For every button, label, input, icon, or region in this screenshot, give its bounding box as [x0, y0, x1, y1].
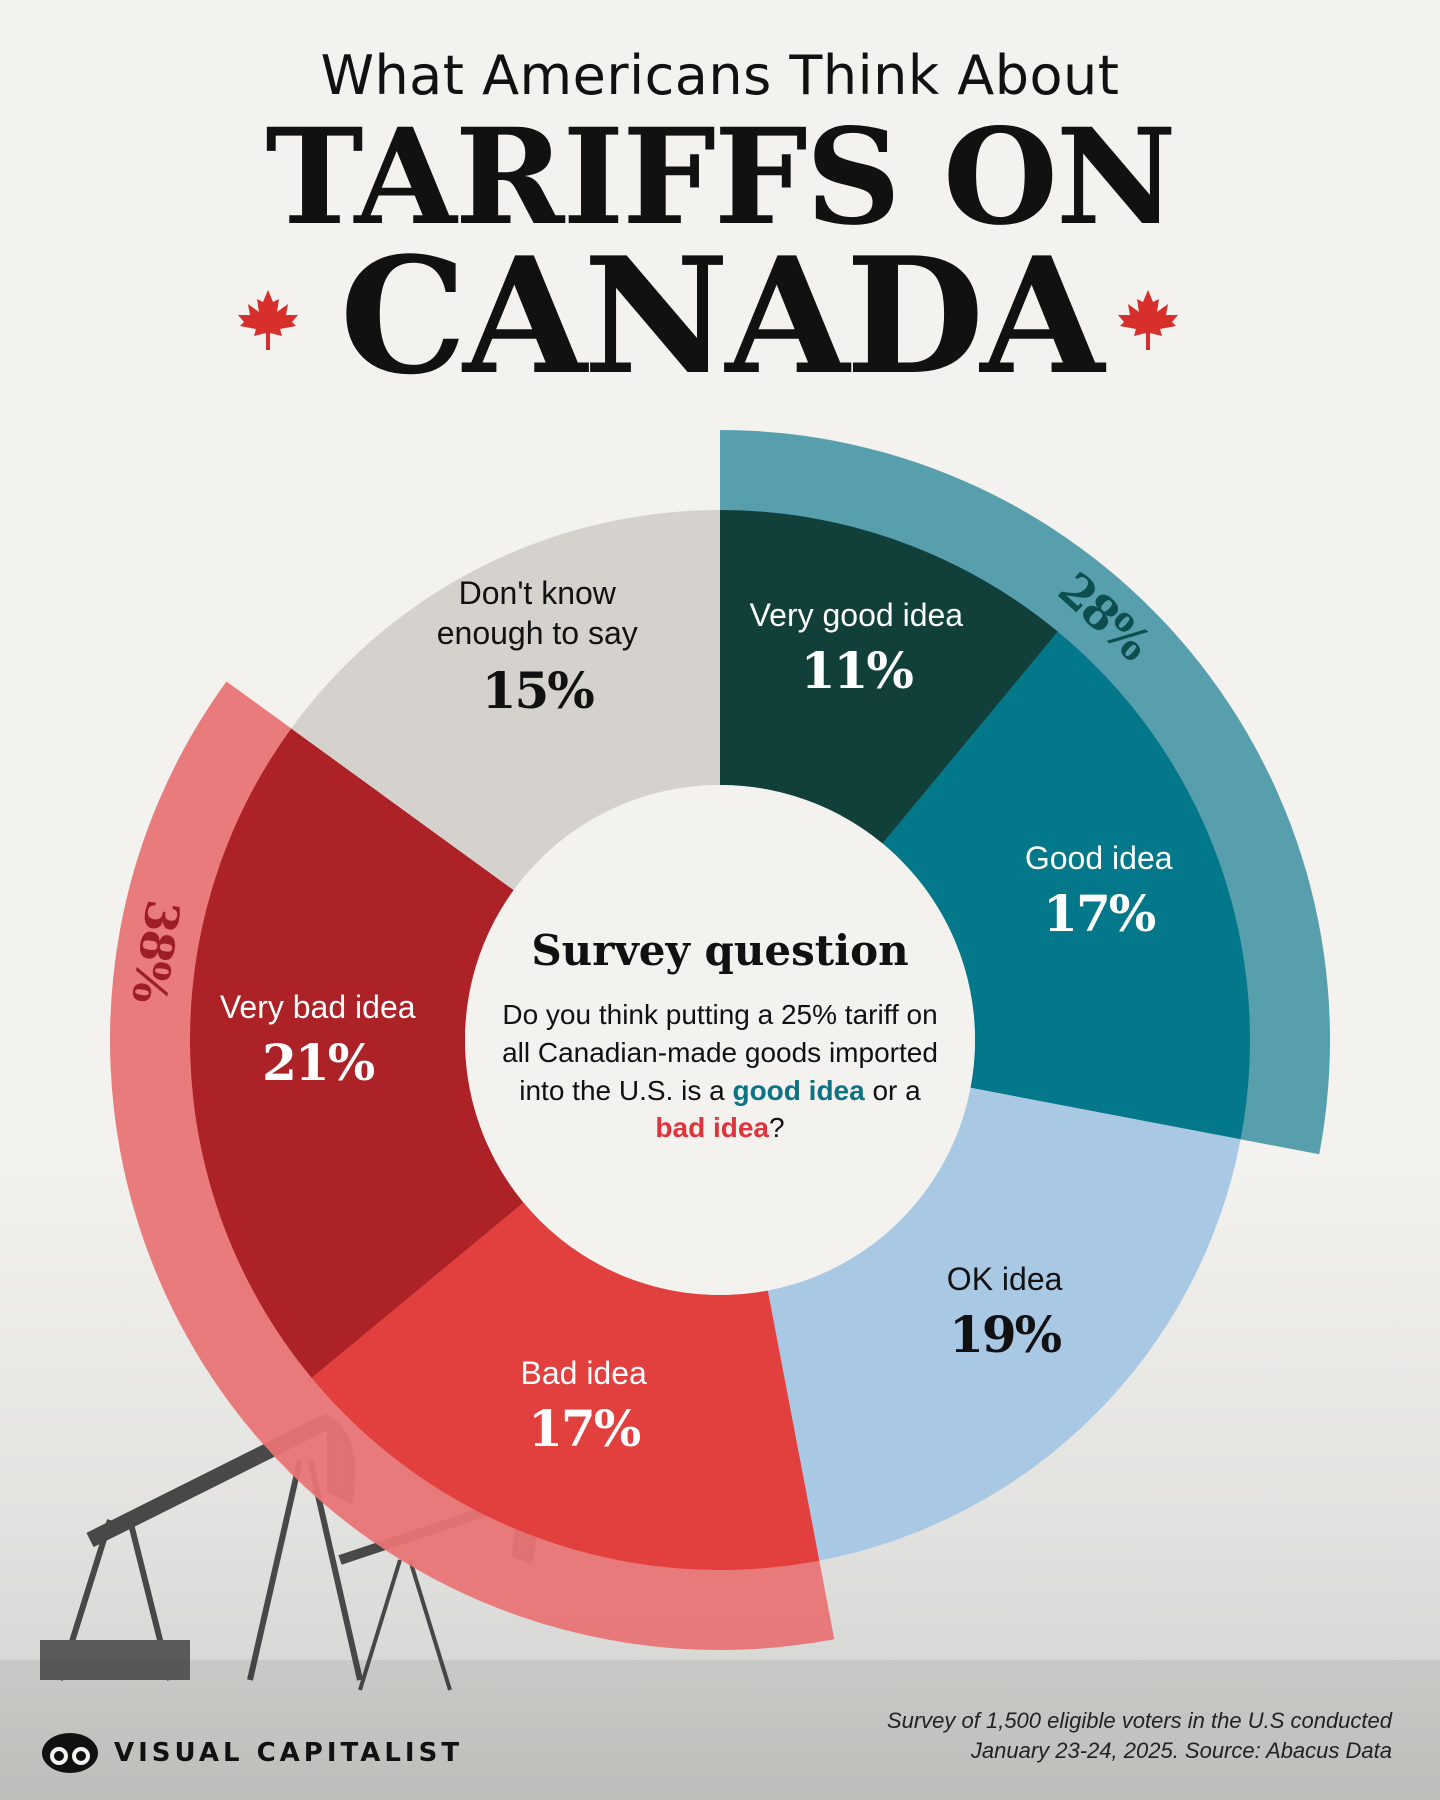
brand-name: VISUAL CAPITALIST	[114, 1738, 464, 1768]
brand-logo: VISUAL CAPITALIST	[40, 1730, 463, 1776]
title-line-1: TARIFFS ON	[265, 100, 1176, 255]
bad-idea-highlight: bad idea	[655, 1112, 769, 1144]
slice-value: 11%	[800, 641, 914, 701]
slice-value: 19%	[949, 1304, 1062, 1364]
maple-leaf-icon	[1118, 290, 1178, 350]
slice-label: Bad idea	[520, 1354, 647, 1391]
survey-question-text: Do you think putting a 25% tariff on all…	[500, 996, 940, 1147]
binoculars-logo-icon	[42, 1733, 98, 1773]
slice-don-t-know-enough-to-say	[291, 509, 720, 891]
slice-label: Very good idea	[749, 597, 964, 634]
slice-label: Don't know enough to say	[436, 575, 638, 652]
source-line-2: January 23-24, 2025. Source: Abacus Data	[970, 1737, 1392, 1763]
maple-leaf-icon	[238, 290, 298, 350]
slice-bad-idea	[311, 1202, 820, 1570]
background-ground	[0, 1660, 1440, 1800]
slice-label: Good idea	[1024, 839, 1173, 876]
slice-value: 21%	[262, 1032, 375, 1092]
slice-value: 17%	[528, 1398, 641, 1458]
source-line-1: Survey of 1,500 eligible voters in the U…	[886, 1708, 1392, 1733]
slice-very-good-idea	[720, 510, 1058, 844]
good-idea-highlight: good idea	[732, 1074, 865, 1106]
slice-value: 15%	[481, 661, 595, 721]
question-end: ?	[769, 1112, 785, 1144]
source-note: Survey of 1,500 eligible voters in the U…	[760, 1706, 1392, 1765]
survey-question-title: Survey question	[531, 926, 909, 975]
slice-value: 17%	[1043, 883, 1156, 943]
center-disc	[465, 785, 975, 1295]
question-part-1: Do you think putting a 25% tariff on all…	[502, 999, 938, 1106]
slice-label: OK idea	[946, 1260, 1063, 1297]
slice-ok-idea	[767, 1087, 1241, 1561]
title-line-2: CANADA	[339, 222, 1105, 410]
subtitle: What Americans Think About	[320, 44, 1120, 107]
slice-very-bad-idea	[190, 728, 524, 1378]
slice-label: Very bad idea	[219, 988, 416, 1025]
question-middle: or a	[864, 1074, 921, 1106]
slice-good-idea	[882, 631, 1250, 1140]
